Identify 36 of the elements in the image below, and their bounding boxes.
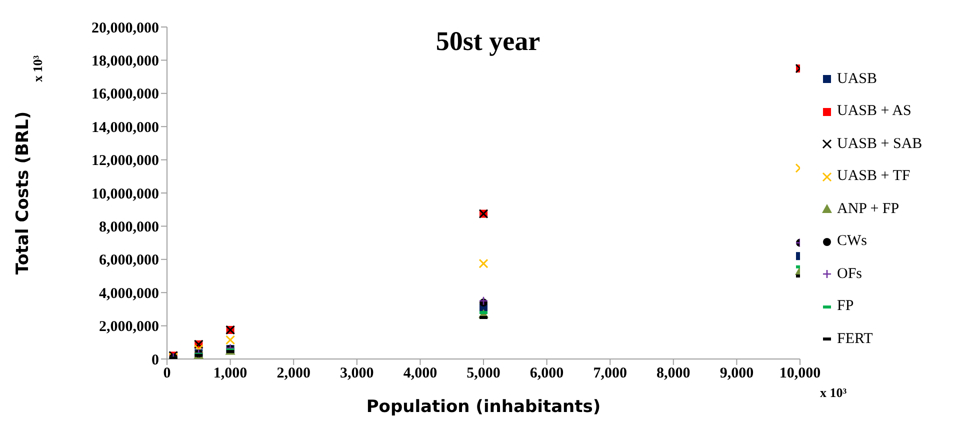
y-tick-label: 20,000,000 [92, 20, 159, 36]
x-tick-label: 10,000 [779, 366, 821, 382]
x-tick-label: 5,000 [466, 366, 500, 382]
x-tick-label: 2,000 [276, 366, 310, 382]
x-tick-label: 3,000 [340, 366, 374, 382]
x-tick-label: 6,000 [530, 366, 564, 382]
y-tick-label: 0 [152, 352, 159, 368]
x-tick-label: 1,000 [213, 366, 248, 382]
y-tick-label: 8,000,000 [99, 220, 159, 236]
x-axis-title: Population (inhabitants) [366, 397, 601, 417]
y-axis-title: Total Costs (BRL) [13, 111, 34, 275]
x-tick-label: 7,000 [593, 366, 627, 382]
text: x 10³ [820, 385, 847, 401]
x-tick-label: 4,000 [403, 366, 438, 382]
x-tick-label: 9,000 [720, 366, 754, 382]
legend-label: UASB + AS [837, 103, 912, 120]
legend-label: UASB [837, 70, 878, 88]
legend-label: ANP + FP [837, 200, 900, 218]
legend-label: UASB + SAB [837, 136, 922, 153]
legend-label: FP [837, 298, 854, 316]
legend-label: OFs [837, 266, 862, 283]
y-tick-label: 16,000,000 [92, 86, 159, 103]
chart-title: 50st year [434, 26, 542, 57]
y-tick-label: 18,000,000 [92, 54, 159, 70]
x-tick-label: 8,000 [656, 366, 690, 382]
y-tick-label: 14,000,000 [92, 120, 159, 136]
legend-label: UASB + TF [837, 168, 910, 186]
y-tick-label: 10,000,000 [92, 186, 159, 202]
legend-label: FERT [837, 330, 873, 348]
y-tick-label: 6,000,000 [99, 252, 159, 269]
y-tick-label: 2,000,000 [99, 319, 159, 336]
y-tick-label: 12,000,000 [92, 153, 159, 170]
legend-label: CWs [837, 233, 867, 250]
x-tick-label: 0 [163, 366, 171, 382]
text: x 10³ [30, 54, 46, 82]
y-tick-label: 4,000,000 [99, 286, 159, 302]
